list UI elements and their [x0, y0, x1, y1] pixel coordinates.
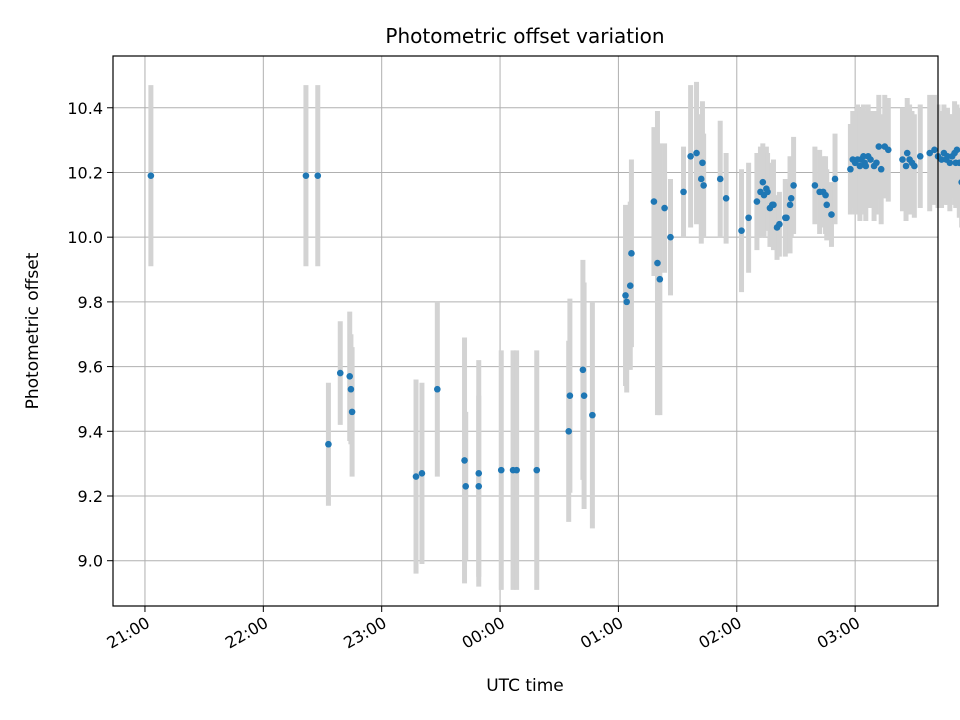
data-point [776, 220, 783, 228]
data-points [147, 143, 960, 490]
y-tick-label: 9.8 [78, 293, 103, 312]
data-point [656, 275, 664, 283]
data-point [700, 182, 707, 189]
data-point [873, 159, 880, 167]
data-point [661, 204, 668, 212]
data-point [336, 369, 344, 377]
data-point [687, 152, 694, 160]
data-point [325, 440, 332, 448]
data-point [956, 159, 960, 167]
data-point [875, 143, 883, 150]
data-point [347, 385, 355, 393]
data-point [856, 162, 864, 170]
data-point [680, 188, 687, 196]
data-point [566, 392, 574, 400]
data-point [862, 162, 870, 170]
data-point [811, 182, 819, 189]
data-point [693, 149, 700, 157]
data-point [860, 152, 867, 160]
data-point [461, 457, 468, 464]
y-tick-label: 9.4 [78, 422, 103, 441]
chart-title: Photometric offset variation [385, 24, 664, 48]
y-tick-label: 10.0 [67, 228, 103, 247]
data-point [953, 146, 960, 154]
data-point [697, 175, 705, 183]
y-axis-label: Photometric offset [23, 252, 43, 409]
data-point [884, 146, 892, 154]
data-point [822, 191, 829, 199]
data-point [475, 482, 483, 490]
data-point [831, 175, 839, 183]
data-point [867, 156, 874, 163]
data-point [828, 211, 835, 218]
data-point [823, 201, 831, 209]
data-point [926, 149, 934, 157]
x-axis-label: UTC time [486, 676, 564, 696]
data-point [314, 172, 322, 180]
data-point [759, 178, 767, 186]
data-point [790, 182, 797, 189]
data-point [946, 159, 954, 167]
data-point [722, 195, 730, 202]
data-point [667, 233, 674, 241]
data-point [745, 214, 752, 222]
data-point [418, 470, 426, 477]
data-point [753, 198, 761, 205]
data-point [877, 165, 885, 173]
data-point [628, 250, 635, 257]
data-point [770, 201, 777, 209]
data-point [626, 282, 634, 290]
data-point [580, 392, 588, 400]
data-point [654, 259, 661, 267]
data-point [783, 214, 790, 222]
data-point [302, 172, 310, 180]
data-point [716, 175, 724, 183]
y-tick-label: 10.2 [67, 163, 103, 182]
data-point [787, 195, 795, 202]
data-point [475, 470, 483, 477]
data-point [565, 427, 573, 435]
data-point [764, 188, 771, 196]
y-tick-label: 9.0 [78, 552, 103, 571]
plot-frame [112, 55, 939, 607]
data-point [938, 156, 945, 163]
data-point [902, 162, 910, 170]
data-point [738, 227, 745, 235]
data-point [931, 146, 938, 154]
data-point [462, 482, 470, 490]
data-point [533, 466, 541, 474]
data-point [650, 198, 658, 205]
data-point [348, 408, 356, 416]
y-tick-label: 10.4 [67, 99, 103, 118]
data-point [346, 372, 354, 380]
data-point [513, 466, 520, 474]
y-tick-label: 9.2 [78, 487, 103, 506]
data-point [412, 473, 420, 480]
data-point [497, 466, 505, 474]
grid [113, 56, 938, 606]
data-point [699, 159, 706, 167]
data-point [147, 172, 155, 180]
data-point [899, 156, 906, 163]
data-point [434, 385, 441, 393]
data-point [847, 165, 854, 173]
y-tick-label: 9.6 [78, 358, 103, 377]
data-point [903, 149, 911, 157]
data-point [589, 411, 596, 419]
data-point [579, 366, 587, 374]
data-point [944, 152, 951, 160]
data-point [622, 292, 629, 299]
data-point [911, 162, 918, 170]
y-axis: 9.0 9.2 9.4 9.6 9.8 10.0 10.2 10.4 [67, 99, 113, 571]
data-point [916, 152, 924, 160]
data-point [623, 298, 631, 306]
data-point [786, 201, 794, 209]
